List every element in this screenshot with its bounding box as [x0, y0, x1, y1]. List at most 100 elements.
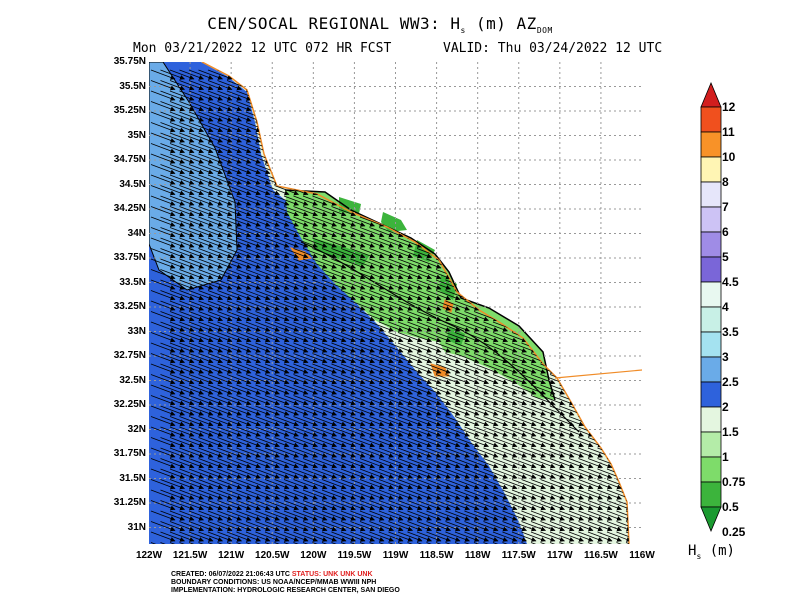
wave-vector [188, 80, 214, 91]
wave-vector [397, 300, 423, 311]
wave-vector [302, 342, 328, 353]
wave-vector [207, 227, 233, 238]
wave-vector [283, 227, 309, 238]
lat-tick-label: 31.75N [113, 448, 146, 459]
wave-vector [198, 269, 223, 280]
wave-vector [331, 321, 356, 332]
wave-vector [160, 258, 185, 269]
wave-vector [350, 321, 375, 332]
wave-vector [321, 227, 347, 238]
wave-vector [207, 237, 233, 248]
wave-vector [150, 342, 176, 353]
wave-vector [331, 332, 356, 343]
wave-vector [426, 300, 451, 311]
wave-vector [150, 164, 176, 175]
wave-vector [217, 279, 242, 290]
colorbar-segment [700, 481, 722, 508]
wave-vector [321, 321, 347, 332]
wave-vector [160, 321, 185, 332]
wave-vector [198, 311, 223, 322]
wave-vector [321, 290, 347, 301]
wave-vector [331, 290, 356, 301]
wave-vector [198, 332, 223, 343]
wave-vector [150, 353, 176, 364]
wave-vector [416, 342, 442, 353]
wave-vector [179, 342, 204, 353]
wave-vector [426, 290, 451, 301]
wave-vector [198, 195, 223, 206]
wave-vector [236, 227, 261, 238]
wave-vector [226, 258, 252, 269]
wave-vector [245, 342, 271, 353]
wave-vector [236, 185, 261, 196]
wave-vector [407, 321, 432, 332]
wave-vector [169, 122, 195, 133]
wave-vector [236, 248, 261, 259]
wave-vector [169, 185, 195, 196]
wave-vector [179, 132, 204, 143]
wave-vector [388, 300, 413, 311]
wave-vector [179, 122, 204, 133]
wave-vector [198, 101, 223, 112]
colorbar-level-label: 1 [722, 450, 729, 464]
lon-tick-label: 122W [135, 550, 163, 561]
wave-vector [245, 206, 271, 217]
wave-vector [426, 269, 451, 280]
footer-created-line: CREATED: 06/07/2022 21:06:43 UTC STATUS:… [171, 571, 400, 579]
wave-vector [511, 342, 537, 353]
wave-vector [255, 311, 280, 322]
wave-vector [293, 216, 318, 227]
wave-vector [350, 248, 375, 259]
wave-vector [416, 300, 442, 311]
wave-vector [217, 290, 242, 301]
wave-vector [264, 342, 290, 353]
wave-vector [359, 248, 385, 259]
wave-vector [169, 237, 195, 248]
wave-vector [188, 300, 214, 311]
wave-vector [169, 195, 195, 206]
wave-vector [160, 279, 185, 290]
wave-vector [359, 321, 385, 332]
boundary-text: BOUNDARY CONDITIONS: US NOAA/NCEP/MMAB W… [171, 579, 377, 586]
wave-vector [169, 80, 195, 91]
wave-vector [264, 185, 290, 196]
wave-vector [188, 227, 214, 238]
wave-vector [321, 279, 347, 290]
lat-tick-label: 33.5N [119, 276, 146, 288]
wave-vector [274, 269, 299, 280]
wave-vector [245, 311, 271, 322]
lat-tick-label: 35N [127, 129, 146, 141]
wave-vector [340, 269, 366, 280]
wave-vector [179, 195, 204, 206]
wave-vector [160, 206, 185, 217]
colorbar-units: Hs (m) [688, 543, 735, 561]
wave-vector [179, 237, 204, 248]
colorbar-segment [700, 456, 722, 483]
wave-vector [388, 342, 413, 353]
wave-vector [217, 342, 242, 353]
wave-vector [350, 290, 375, 301]
wave-vector [226, 321, 252, 332]
colorbar-segment [700, 306, 722, 333]
lat-tick-label: 32.25N [113, 399, 146, 410]
wave-vector [179, 258, 204, 269]
colorbar-level-label: 4.5 [722, 275, 739, 289]
wave-vector [236, 174, 261, 185]
wave-vector [226, 227, 252, 238]
wave-vector [207, 321, 233, 332]
open-ocean-zone [149, 62, 527, 544]
colorbar-segment [700, 181, 722, 208]
wave-vector [160, 237, 185, 248]
wave-vector [207, 206, 233, 217]
wave-vector [416, 321, 442, 332]
wave-vector [236, 216, 261, 227]
wave-vector [445, 321, 470, 332]
wave-vector [378, 227, 404, 238]
wave-vector [179, 227, 204, 238]
wave-vector [207, 290, 233, 301]
wave-vector [207, 101, 233, 112]
wave-vector [245, 174, 271, 185]
wave-vector [397, 279, 423, 290]
wave-vector [274, 185, 299, 196]
wave-vector [321, 248, 347, 259]
